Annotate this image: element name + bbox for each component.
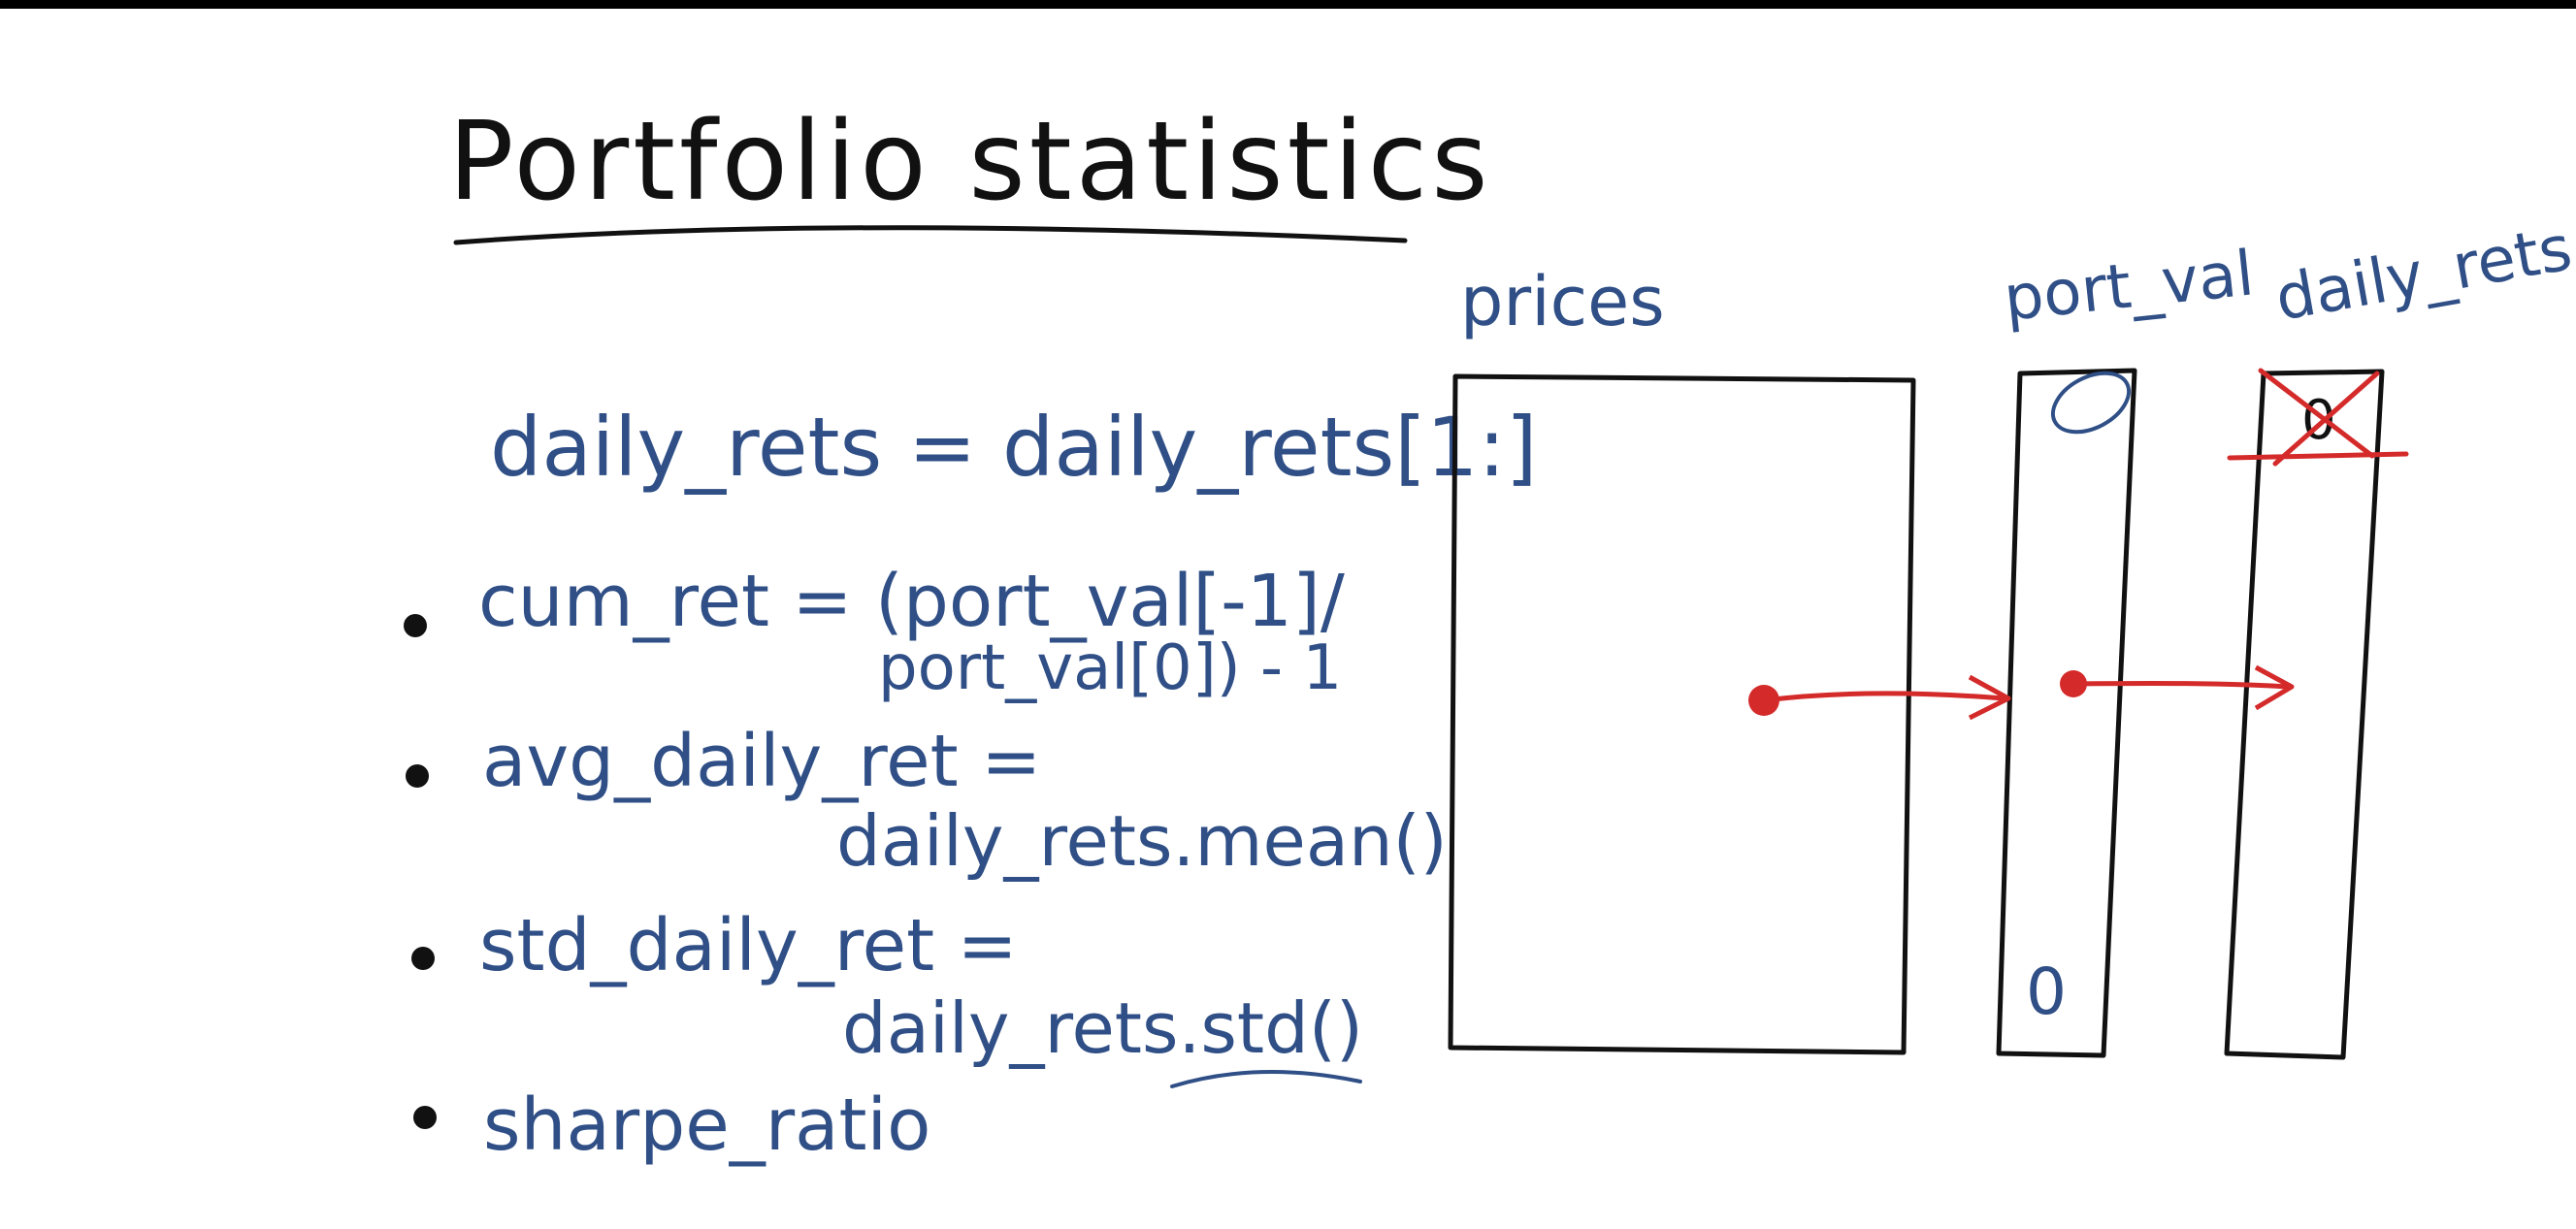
std-daily-ret-line1: std_daily_ret = bbox=[479, 904, 1018, 987]
port-val-frame bbox=[1996, 368, 2137, 1058]
bullet-dot bbox=[404, 614, 427, 637]
prices-label: prices bbox=[1460, 262, 1665, 341]
cross-out-mark bbox=[2227, 368, 2409, 467]
bullet-dot bbox=[411, 947, 435, 970]
daily-rets-first-value: 0 bbox=[2301, 389, 2336, 452]
daily-rets-assignment: daily_rets = daily_rets[1:] bbox=[490, 400, 1538, 495]
daily-rets-label: daily_rets bbox=[2270, 212, 2576, 335]
daily-rets-frame bbox=[2224, 369, 2385, 1060]
bullet-dot bbox=[406, 764, 429, 788]
avg-daily-ret-line2: daily_rets.mean() bbox=[836, 800, 1448, 882]
cum-ret-line2: port_val[0]) - 1 bbox=[878, 632, 1342, 704]
sharpe-ratio-label: sharpe_ratio bbox=[483, 1083, 930, 1167]
title-underline bbox=[453, 225, 1408, 245]
top-border-bar bbox=[0, 0, 2576, 9]
std-daily-ret-line2: daily_rets.std() bbox=[842, 987, 1363, 1069]
std-underline bbox=[1170, 1070, 1362, 1088]
port-val-label: port_val bbox=[2001, 238, 2257, 336]
page-title: Portfolio statistics bbox=[448, 99, 1492, 225]
bullet-dot bbox=[413, 1106, 437, 1129]
prices-frame bbox=[1448, 373, 1916, 1055]
port-val-to-daily-rets-arrow bbox=[2060, 664, 2295, 711]
port-val-last-value: 0 bbox=[2026, 954, 2067, 1029]
cum-ret-line1: cum_ret = (port_val[-1]/ bbox=[478, 560, 1345, 643]
avg-daily-ret-line1: avg_daily_ret = bbox=[482, 720, 1041, 803]
port-val-first-zero bbox=[2050, 371, 2132, 435]
prices-to-port-val-arrow bbox=[1748, 674, 2011, 721]
